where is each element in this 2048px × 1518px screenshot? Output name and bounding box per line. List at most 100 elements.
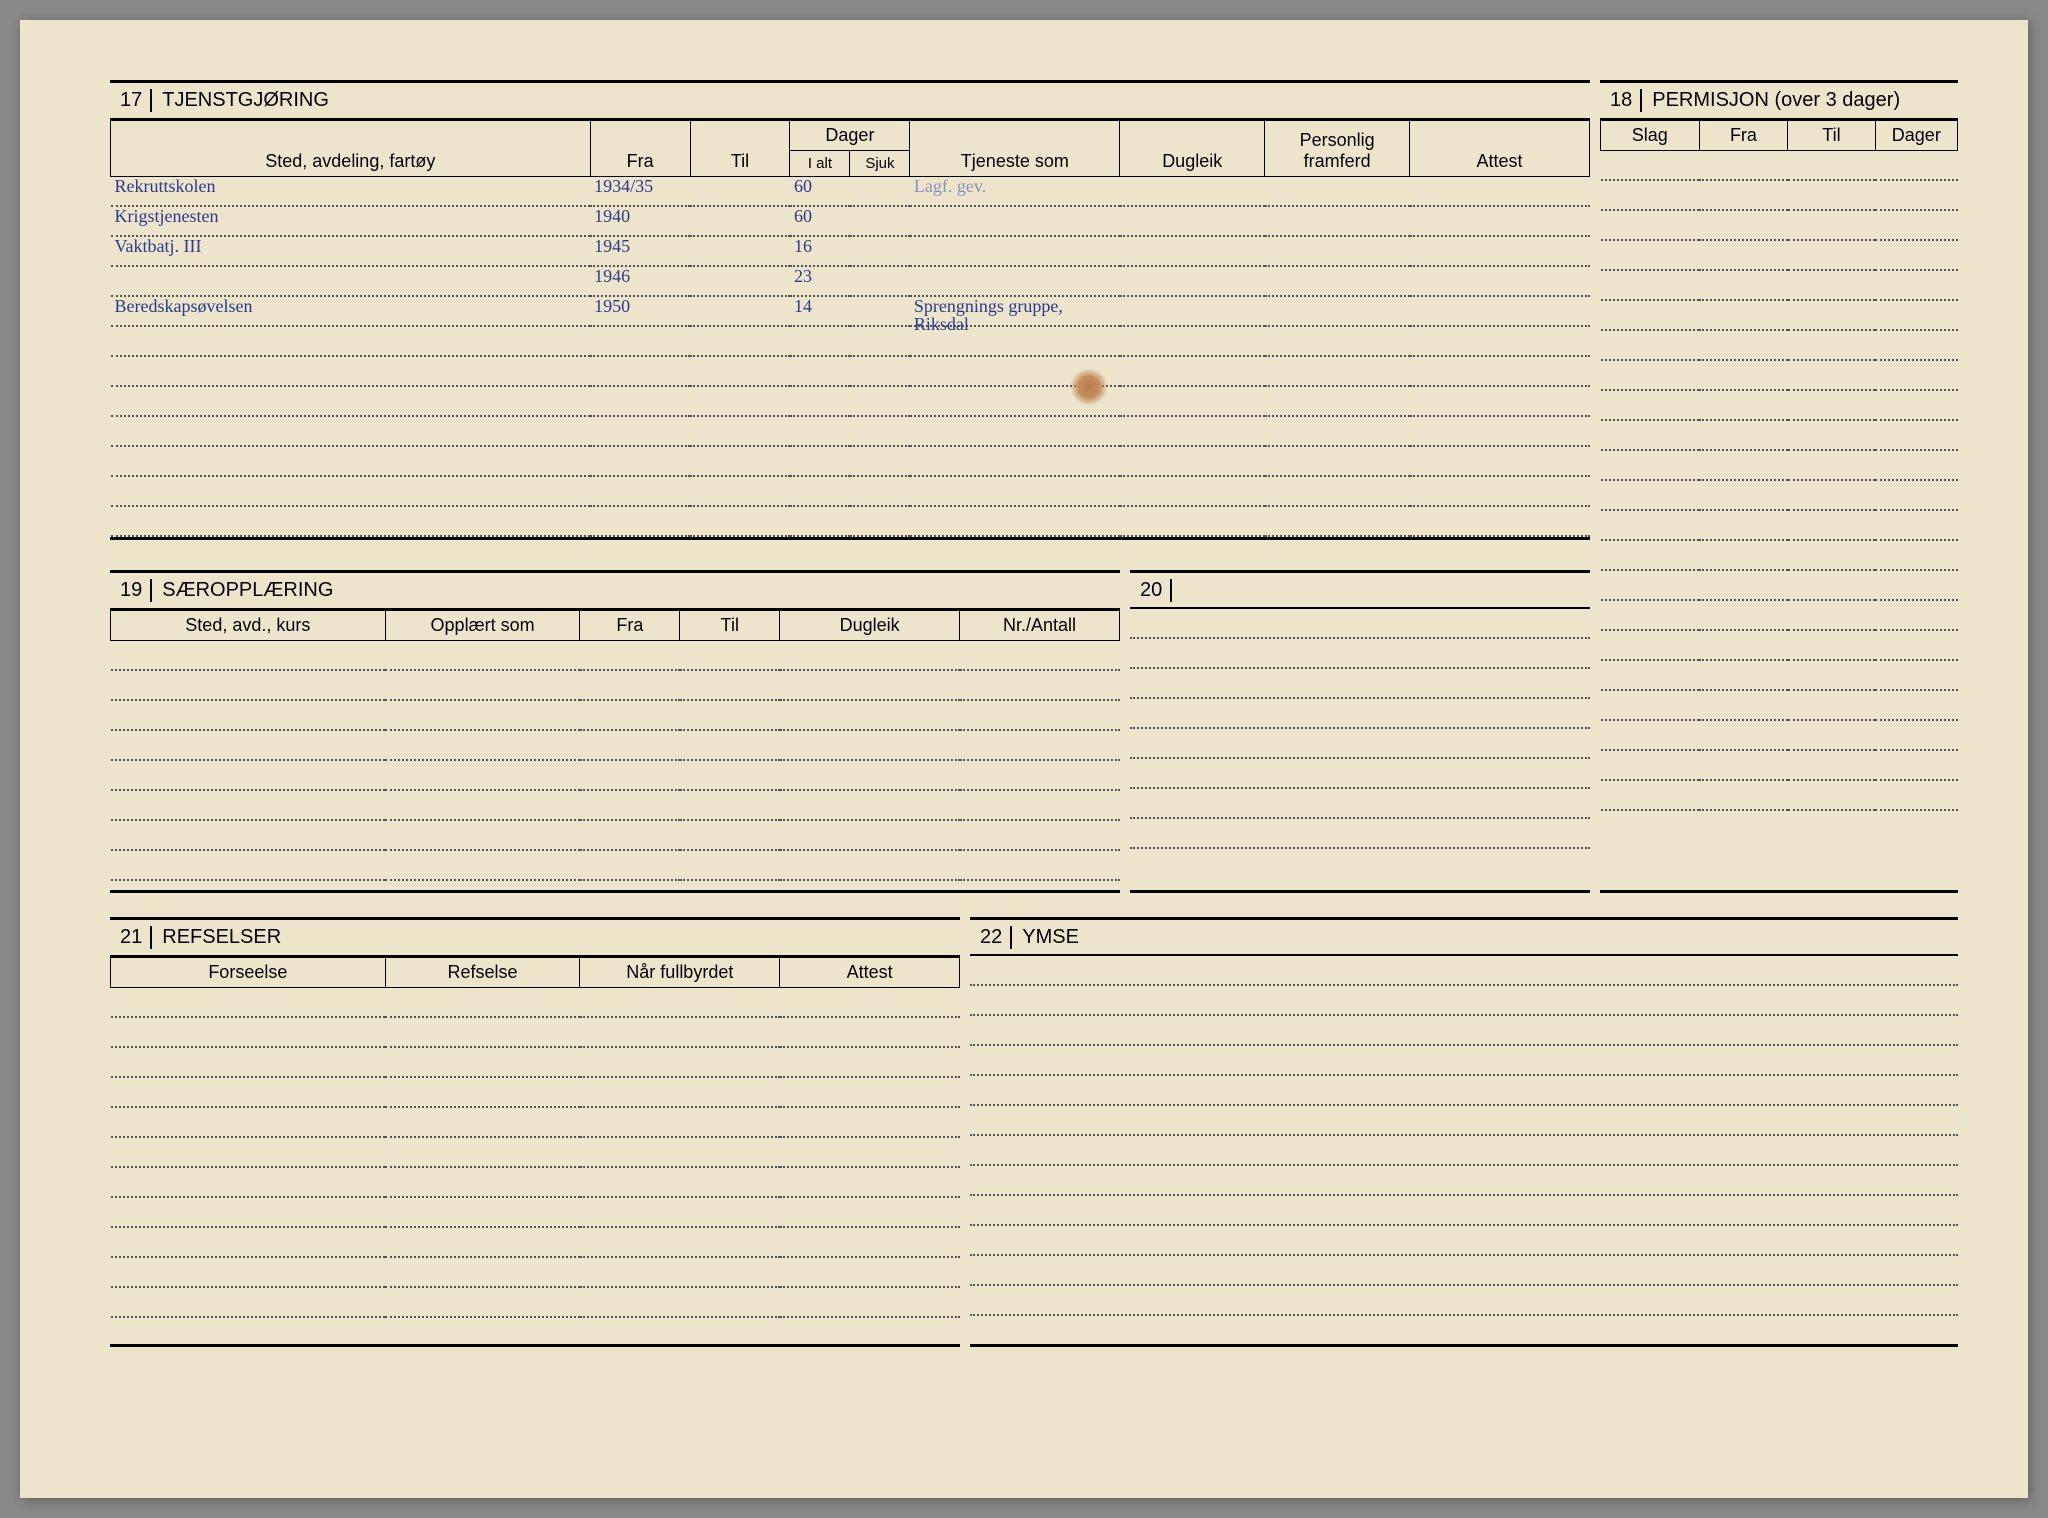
table-cell <box>1410 477 1590 507</box>
table-cell <box>1875 661 1957 691</box>
table-cell <box>1875 391 1957 421</box>
table-cell <box>385 1108 580 1138</box>
table-cell <box>1875 481 1957 511</box>
table-cell <box>111 1168 386 1198</box>
table-cell <box>1265 297 1410 327</box>
table-cell <box>590 327 690 357</box>
table-row <box>111 701 1120 731</box>
table-cell <box>1788 631 1875 661</box>
table-row <box>111 1018 960 1048</box>
table-cell <box>850 417 910 447</box>
table-cell <box>850 177 910 208</box>
table-cell: 16 <box>790 237 850 267</box>
section-22-header: 22 YMSE <box>970 920 1958 956</box>
table-cell <box>385 671 580 701</box>
table-cell <box>970 986 1958 1016</box>
table-cell <box>1699 781 1788 811</box>
table-cell <box>1788 481 1875 511</box>
section-19-header: 19 SÆROPPLÆRING <box>110 573 1120 610</box>
table-row <box>970 1076 1958 1106</box>
table-cell <box>1788 781 1875 811</box>
table-cell <box>1410 327 1590 357</box>
table-row <box>1601 601 1958 631</box>
table-cell <box>385 1048 580 1078</box>
table-cell <box>1120 267 1265 297</box>
table-cell <box>690 207 790 237</box>
table-row <box>111 1048 960 1078</box>
table-row <box>1130 789 1590 819</box>
table-cell <box>850 297 910 327</box>
col-fra: Fra <box>590 121 690 177</box>
table-cell <box>910 417 1120 447</box>
table-cell <box>680 761 780 791</box>
table-cell <box>910 477 1120 507</box>
table-row <box>970 1166 1958 1196</box>
table-cell <box>385 851 580 881</box>
table-cell <box>1410 297 1590 327</box>
table-row: 194623 <box>111 267 1590 297</box>
table-cell <box>970 1166 1958 1196</box>
table-cell <box>580 1108 780 1138</box>
table-cell <box>1788 661 1875 691</box>
table-cell <box>1130 639 1590 669</box>
section-21-title: REFSELSER <box>162 926 281 949</box>
table-row <box>111 477 1590 507</box>
table-row <box>970 1016 1958 1046</box>
table-cell <box>970 1106 1958 1136</box>
table-row <box>1601 511 1958 541</box>
table-cell <box>1120 447 1265 477</box>
table-cell <box>111 701 386 731</box>
table-row <box>111 821 1120 851</box>
table-cell <box>850 447 910 477</box>
table-cell <box>580 1138 780 1168</box>
col-forseelse: Forseelse <box>111 958 386 988</box>
table-cell <box>580 1288 780 1318</box>
table-cell <box>1130 669 1590 699</box>
table-cell <box>111 821 386 851</box>
table-cell <box>970 1136 1958 1166</box>
table-cell <box>111 387 591 417</box>
table-cell <box>1788 391 1875 421</box>
table-cell: 1934/35 <box>590 177 690 208</box>
table-cell <box>790 477 850 507</box>
table-cell <box>590 387 690 417</box>
table-cell <box>111 327 591 357</box>
table-row <box>111 851 1120 881</box>
table-row <box>1130 819 1590 849</box>
stain-mark <box>1070 368 1108 406</box>
table-cell <box>1788 301 1875 331</box>
table-cell <box>1601 481 1700 511</box>
table-cell <box>385 1288 580 1318</box>
table-cell <box>1265 507 1410 537</box>
table-row <box>970 1226 1958 1256</box>
table-cell <box>580 1198 780 1228</box>
table-cell <box>1120 387 1265 417</box>
table-cell <box>111 731 386 761</box>
col-til: Til <box>690 121 790 177</box>
table-cell <box>385 1078 580 1108</box>
col-ialt: I alt <box>790 151 850 177</box>
table-cell <box>1601 631 1700 661</box>
table-cell <box>580 671 680 701</box>
table-cell <box>780 671 960 701</box>
table-cell <box>690 237 790 267</box>
table-cell <box>1130 699 1590 729</box>
table-cell <box>580 1258 780 1288</box>
table-cell <box>1601 601 1700 631</box>
table-cell <box>1130 819 1590 849</box>
table-cell <box>780 701 960 731</box>
table-cell <box>960 851 1120 881</box>
table-cell <box>1699 361 1788 391</box>
table-cell <box>1410 177 1590 208</box>
table-cell <box>680 701 780 731</box>
table-row <box>111 791 1120 821</box>
table-cell <box>1410 207 1590 237</box>
table-cell <box>385 791 580 821</box>
table-cell <box>580 1018 780 1048</box>
table-cell <box>970 1286 1958 1316</box>
table-cell <box>1699 571 1788 601</box>
section-17-header: 17 TJENSTGJØRING <box>110 83 1590 120</box>
section-20: 20 <box>1130 570 1590 893</box>
table-cell <box>1120 237 1265 267</box>
table-cell <box>780 1108 960 1138</box>
